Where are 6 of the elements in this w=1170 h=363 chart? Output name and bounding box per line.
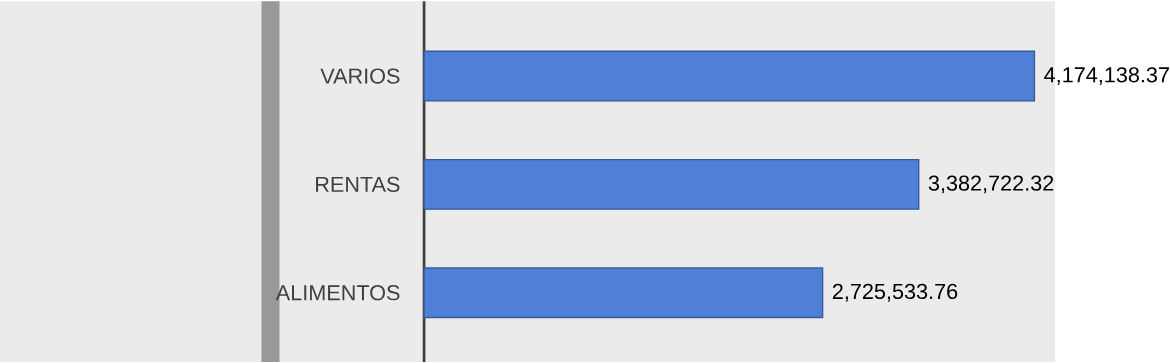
y-tick-label: VARIOS: [320, 68, 400, 84]
data-label: 4,174,138.37: [1044, 66, 1169, 85]
y-tick-label: ALIMENTOS: [275, 284, 400, 301]
y-tick-label: RENTAS: [316, 176, 400, 192]
data-label: 2,725,533.76: [832, 283, 958, 302]
data-label: 3,382,722.32: [928, 175, 1054, 194]
